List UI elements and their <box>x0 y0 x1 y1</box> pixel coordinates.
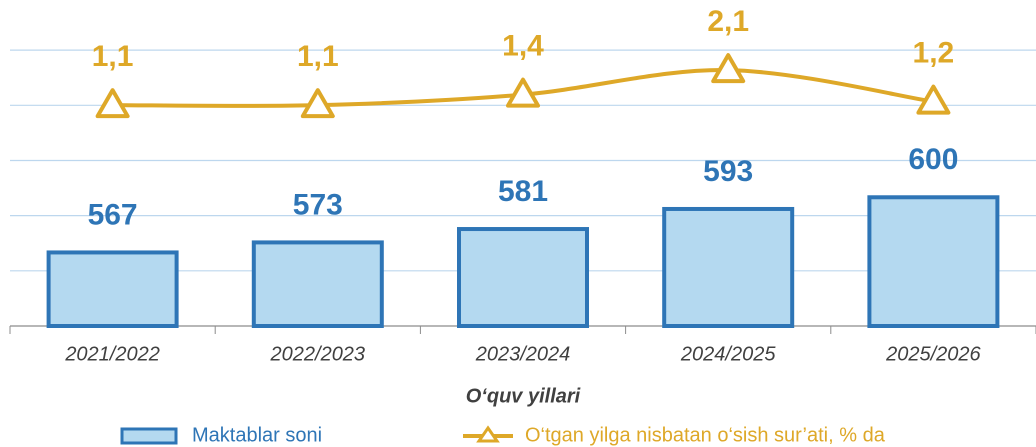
line-marker <box>711 53 746 84</box>
line-marker <box>95 88 130 119</box>
bar <box>457 227 589 329</box>
line-marker <box>916 84 951 115</box>
x-tick-label: 2021/2022 <box>64 343 160 365</box>
x-tick-label: 2025/2026 <box>885 343 981 365</box>
bar-value-label: 573 <box>293 188 343 221</box>
line-value-label: 1,2 <box>913 37 955 70</box>
bar-value-label: 593 <box>703 155 753 188</box>
bar <box>46 250 179 328</box>
legend-label: Maktablar soni <box>192 424 322 446</box>
bar <box>662 206 795 329</box>
line-marker <box>506 77 540 108</box>
legend-label: O‘tgan yilga nisbatan o‘sish sur’ati, % … <box>525 424 886 446</box>
line-value-label: 1,1 <box>297 40 339 73</box>
x-tick-label: 2022/2023 <box>270 343 366 365</box>
bar-value-label: 581 <box>498 175 548 208</box>
line-value-label: 2,1 <box>707 5 749 38</box>
legend-swatch <box>120 427 178 445</box>
x-tick-label: 2023/2024 <box>475 343 571 365</box>
x-axis-label: O‘quv yillari <box>466 385 581 407</box>
x-tick-label: 2024/2025 <box>680 343 776 365</box>
line-value-label: 1,1 <box>92 40 134 73</box>
line-marker <box>300 88 335 119</box>
bar-value-label: 567 <box>88 198 138 231</box>
legend-marker <box>476 425 500 443</box>
bar <box>251 240 384 329</box>
bar-value-label: 600 <box>908 143 958 176</box>
bar <box>867 195 1000 328</box>
line-value-label: 1,4 <box>502 30 544 63</box>
